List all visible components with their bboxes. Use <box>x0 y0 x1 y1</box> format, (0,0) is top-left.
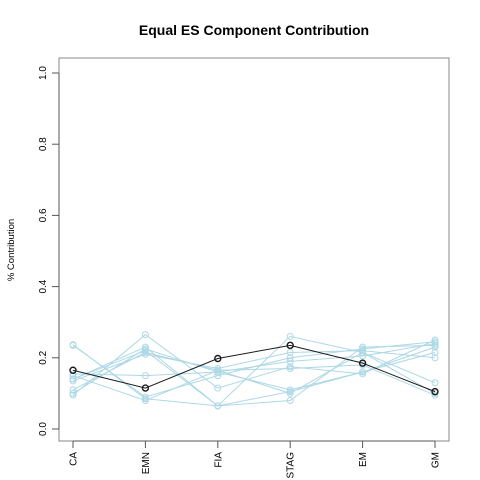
x-tick-label: STAG <box>286 452 297 479</box>
highlight-series-group <box>69 341 439 396</box>
series-line <box>72 351 436 402</box>
data-point <box>214 366 222 374</box>
highlight-data-point <box>286 341 294 350</box>
series-line <box>72 351 436 396</box>
data-point <box>431 336 439 344</box>
highlight-data-point <box>358 359 367 367</box>
y-tick-label: 1.0 <box>38 66 49 80</box>
data-point <box>214 372 222 380</box>
data-point <box>431 343 439 351</box>
data-point <box>141 397 149 405</box>
data-point <box>214 402 222 410</box>
y-tick-label: 0.4 <box>38 279 49 293</box>
y-axis: 0.0 0.2 0.4 0.6 0.8 1.0 <box>38 66 60 436</box>
data-point <box>286 364 294 372</box>
data-point <box>431 340 439 348</box>
data-point <box>141 393 149 401</box>
data-point <box>286 332 294 340</box>
data-point <box>431 379 439 387</box>
plot-frame <box>58 57 450 442</box>
data-point <box>69 391 77 399</box>
highlight-data-point <box>431 387 439 396</box>
series-line <box>72 335 436 407</box>
data-point <box>141 343 149 351</box>
highlight-data-point <box>214 354 222 363</box>
data-point <box>286 397 294 405</box>
x-tick-label: EM <box>358 452 369 467</box>
data-point <box>214 384 222 392</box>
x-tick-label: FIA <box>213 452 224 468</box>
data-point <box>69 341 77 349</box>
highlight-data-point <box>141 384 150 392</box>
x-axis: CA EMN FIA STAG EM GM <box>69 440 442 479</box>
y-tick-label: 0.8 <box>38 137 49 151</box>
y-tick-label: 0.0 <box>38 422 49 436</box>
background-series-group <box>69 331 439 410</box>
data-point <box>431 391 439 399</box>
data-point <box>359 368 367 376</box>
data-point <box>359 348 367 356</box>
x-tick-label: EMN <box>141 452 152 474</box>
data-point <box>69 375 77 383</box>
highlight-data-point <box>69 366 77 374</box>
series-line <box>72 344 436 407</box>
data-point <box>69 370 77 378</box>
data-point <box>359 352 367 360</box>
data-point <box>141 372 149 380</box>
data-point <box>431 348 439 356</box>
data-point <box>141 348 149 356</box>
highlight-series-line <box>72 344 436 393</box>
series-line <box>72 334 436 396</box>
series-line <box>72 343 436 377</box>
data-point <box>141 331 149 339</box>
data-point <box>431 354 439 362</box>
data-point <box>286 357 294 365</box>
chart-title: Equal ES Component Contribution <box>139 22 369 38</box>
data-point <box>286 388 294 396</box>
x-tick-label: GM <box>431 452 442 468</box>
data-point <box>286 348 294 356</box>
data-point <box>69 386 77 394</box>
y-tick-label: 0.6 <box>38 208 49 222</box>
series-line <box>72 346 436 407</box>
data-point <box>286 354 294 362</box>
x-tick-label: CA <box>69 452 80 466</box>
y-axis-label: % Contribution <box>6 219 17 281</box>
y-tick-label: 0.2 <box>38 350 49 364</box>
data-point <box>359 343 367 351</box>
